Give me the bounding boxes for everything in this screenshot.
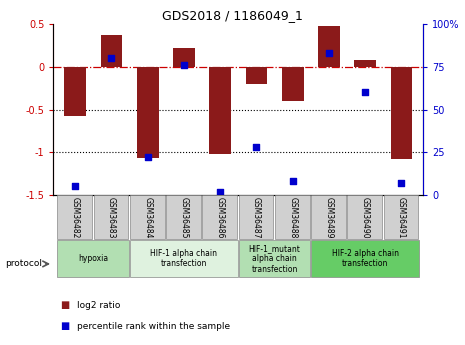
Point bbox=[361, 90, 369, 95]
Bar bbox=[58, 195, 92, 239]
Point bbox=[217, 189, 224, 194]
Bar bbox=[318, 26, 340, 67]
Bar bbox=[354, 60, 376, 67]
Bar bbox=[130, 240, 238, 277]
Text: GSM36491: GSM36491 bbox=[397, 197, 406, 238]
Text: ■: ■ bbox=[60, 321, 70, 331]
Text: GSM36485: GSM36485 bbox=[179, 197, 188, 238]
Text: HIF-1 alpha chain
transfection: HIF-1 alpha chain transfection bbox=[151, 249, 218, 268]
Text: GSM36483: GSM36483 bbox=[107, 197, 116, 238]
Point bbox=[180, 62, 188, 68]
Text: protocol: protocol bbox=[6, 259, 43, 268]
Text: GSM36490: GSM36490 bbox=[361, 197, 370, 238]
Bar bbox=[100, 35, 122, 67]
Bar bbox=[384, 195, 418, 239]
Bar bbox=[275, 195, 310, 239]
Point bbox=[144, 155, 152, 160]
Point bbox=[108, 56, 115, 61]
Bar bbox=[311, 240, 419, 277]
Text: ■: ■ bbox=[60, 300, 70, 310]
Point bbox=[252, 144, 260, 150]
Bar bbox=[94, 195, 128, 239]
Point bbox=[325, 50, 332, 56]
Bar bbox=[311, 195, 346, 239]
Text: GSM36489: GSM36489 bbox=[325, 197, 333, 238]
Text: HIF-1_mutant
alpha chain
transfection: HIF-1_mutant alpha chain transfection bbox=[249, 244, 300, 274]
Point bbox=[289, 178, 296, 184]
Bar bbox=[239, 240, 311, 277]
Bar bbox=[239, 195, 273, 239]
Text: GSM36488: GSM36488 bbox=[288, 197, 297, 238]
Bar bbox=[282, 67, 304, 101]
Bar bbox=[347, 195, 382, 239]
Text: log2 ratio: log2 ratio bbox=[77, 301, 120, 310]
Bar bbox=[137, 67, 159, 158]
Bar bbox=[391, 67, 412, 159]
Bar bbox=[202, 195, 237, 239]
Bar bbox=[166, 195, 201, 239]
Bar bbox=[64, 67, 86, 116]
Text: GSM36482: GSM36482 bbox=[71, 197, 80, 238]
Bar bbox=[209, 67, 231, 154]
Text: GSM36487: GSM36487 bbox=[252, 197, 261, 238]
Text: percentile rank within the sample: percentile rank within the sample bbox=[77, 322, 230, 331]
Text: GDS2018 / 1186049_1: GDS2018 / 1186049_1 bbox=[162, 9, 303, 22]
Text: HIF-2 alpha chain
transfection: HIF-2 alpha chain transfection bbox=[332, 249, 399, 268]
Bar bbox=[173, 48, 195, 67]
Text: GSM36486: GSM36486 bbox=[216, 197, 225, 238]
Bar bbox=[130, 195, 165, 239]
Bar bbox=[246, 67, 267, 84]
Text: GSM36484: GSM36484 bbox=[143, 197, 152, 238]
Point bbox=[398, 180, 405, 186]
Text: hypoxia: hypoxia bbox=[78, 254, 108, 263]
Point bbox=[72, 184, 79, 189]
Bar bbox=[58, 240, 129, 277]
